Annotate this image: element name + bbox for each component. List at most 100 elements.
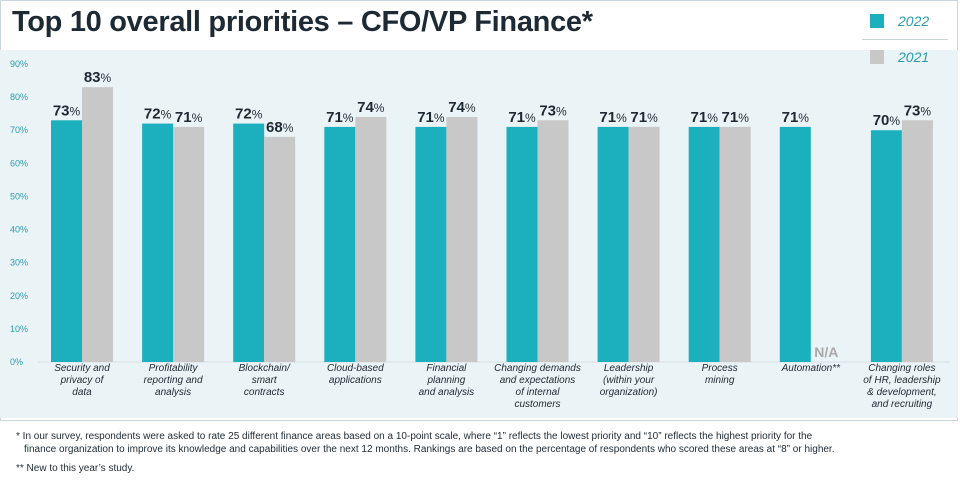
category-label: Financial planning and analysis — [394, 363, 498, 399]
category-label-line: data — [72, 387, 92, 398]
category-label-line: Blockchain/ — [238, 363, 290, 374]
category-label-line: of HR, leadership — [863, 375, 941, 386]
bar-2022 — [415, 126, 447, 363]
legend-swatch-2022 — [870, 14, 884, 28]
y-tick-label: 70% — [10, 125, 28, 135]
y-tick-label: 50% — [10, 191, 28, 201]
category-label-line: Changing demands — [494, 363, 581, 374]
category-label: Security and privacy of data — [30, 363, 134, 399]
data-label-2022: 71% — [326, 109, 354, 126]
legend-divider — [862, 39, 948, 40]
data-label-2022: 72% — [144, 106, 172, 123]
category-label: Blockchain/smart contracts — [212, 363, 316, 399]
category-label-line: (within your — [603, 375, 655, 386]
bar-2021 — [628, 126, 660, 363]
data-label-2022: 71% — [599, 109, 627, 126]
bar-2022 — [870, 130, 902, 362]
category-label-line: smart — [251, 375, 277, 386]
category-label-line: customers — [514, 399, 561, 410]
bar-2021 — [82, 87, 113, 362]
y-tick-label: 10% — [10, 324, 28, 334]
legend-item-2022: 2022 — [870, 13, 929, 29]
data-label-2022: 71% — [691, 109, 719, 126]
category-label-line: planning — [427, 375, 466, 386]
data-label-na: N/A — [814, 344, 838, 360]
category-label-line: Automation** — [781, 363, 840, 374]
bar-2021 — [264, 136, 296, 362]
data-label-2021: 83% — [84, 69, 112, 86]
category-label-line: Financial — [426, 363, 467, 374]
y-tick-label: 90% — [10, 59, 28, 69]
legend-label-2022: 2022 — [898, 13, 930, 29]
y-tick-label: 40% — [10, 225, 28, 235]
bar-2021 — [719, 126, 751, 363]
data-label-2021: 71% — [630, 109, 658, 126]
category-label-line: organization) — [599, 387, 658, 398]
category-label-line: of internal — [515, 387, 560, 398]
bar-2022 — [324, 126, 356, 363]
data-label-2021: 71% — [722, 109, 750, 126]
bar-2022 — [233, 123, 265, 362]
bar-2021 — [901, 120, 933, 363]
data-label-2022: 71% — [508, 109, 536, 126]
chart-title: Top 10 overall priorities – CFO/VP Finan… — [12, 6, 593, 38]
data-label-2021: 74% — [448, 99, 476, 116]
category-label-line: Cloud-based — [326, 363, 384, 374]
legend-item-2021: 2021 — [870, 49, 929, 65]
data-label-2022: 70% — [873, 112, 901, 129]
bar-2022 — [506, 126, 538, 363]
category-label-line: analysis — [155, 387, 192, 398]
bar-2022 — [51, 120, 82, 363]
bar-2022 — [779, 126, 811, 363]
footnote-line-3: ** New to this year’s study. — [16, 463, 135, 474]
category-label-line: & development, — [867, 387, 937, 398]
category-label-line: contracts — [243, 387, 285, 398]
category-label-line: and recruiting — [871, 399, 933, 410]
category-label-line: and analysis — [418, 387, 475, 398]
footnote-line-1: * In our survey, respondents were asked … — [16, 431, 813, 442]
category-label: Changing roles of HR, leadership & develop… — [850, 363, 954, 411]
data-label-2022: 71% — [782, 109, 810, 126]
data-label-2021: 73% — [539, 102, 567, 119]
y-tick-label: 60% — [10, 158, 28, 168]
category-label-line: Security and — [54, 363, 110, 374]
y-tick-label: 80% — [10, 92, 28, 102]
category-label-line: reporting and — [143, 375, 203, 386]
category-label: Profitability reporting and analysis — [121, 363, 225, 399]
category-label-line: Process — [701, 363, 738, 374]
data-label-2021: 74% — [357, 99, 385, 116]
footnote-line-2: finance organization to improve its know… — [24, 444, 835, 455]
bar-2021 — [173, 126, 205, 363]
data-label-2022: 73% — [53, 102, 81, 119]
y-tick-label: 0% — [10, 357, 23, 367]
footnotes: * In our survey, respondents were asked … — [0, 420, 958, 484]
bar-2021 — [355, 116, 387, 362]
category-label: Changing demands and expectations of inter… — [486, 363, 590, 411]
data-label-2022: 72% — [235, 106, 263, 123]
data-label-2021: 73% — [904, 102, 932, 119]
data-label-2021: 71% — [175, 109, 203, 126]
legend-swatch-2021 — [870, 50, 884, 64]
y-tick-label: 30% — [10, 258, 28, 268]
category-label-line: Profitability — [148, 363, 198, 374]
bar-2021 — [537, 120, 569, 363]
bar-2021 — [446, 116, 478, 362]
category-label-line: mining — [704, 375, 735, 386]
category-label-line: applications — [328, 375, 382, 386]
bar-chart: 0%10%20%30%40%50%60%70%80%90%73%83%72% 71… — [10, 59, 950, 367]
category-label-line: and expectations — [499, 375, 576, 386]
category-label: Automation** — [759, 363, 863, 375]
bar-2022 — [688, 126, 720, 363]
bar-2022 — [142, 123, 174, 362]
category-label: Leadership (within your organization) — [577, 363, 681, 399]
bar-2022 — [597, 126, 629, 363]
data-label-2021: 68% — [266, 119, 294, 136]
legend-label-2021: 2021 — [898, 49, 930, 65]
category-label: Process mining — [668, 363, 772, 387]
category-label: Cloud-based applications — [303, 363, 407, 387]
category-label-line: Leadership — [603, 363, 654, 374]
y-tick-label: 20% — [10, 291, 28, 301]
category-label-line: Changing roles — [868, 363, 936, 374]
category-label-line: privacy of — [60, 375, 104, 386]
data-label-2022: 71% — [417, 109, 445, 126]
